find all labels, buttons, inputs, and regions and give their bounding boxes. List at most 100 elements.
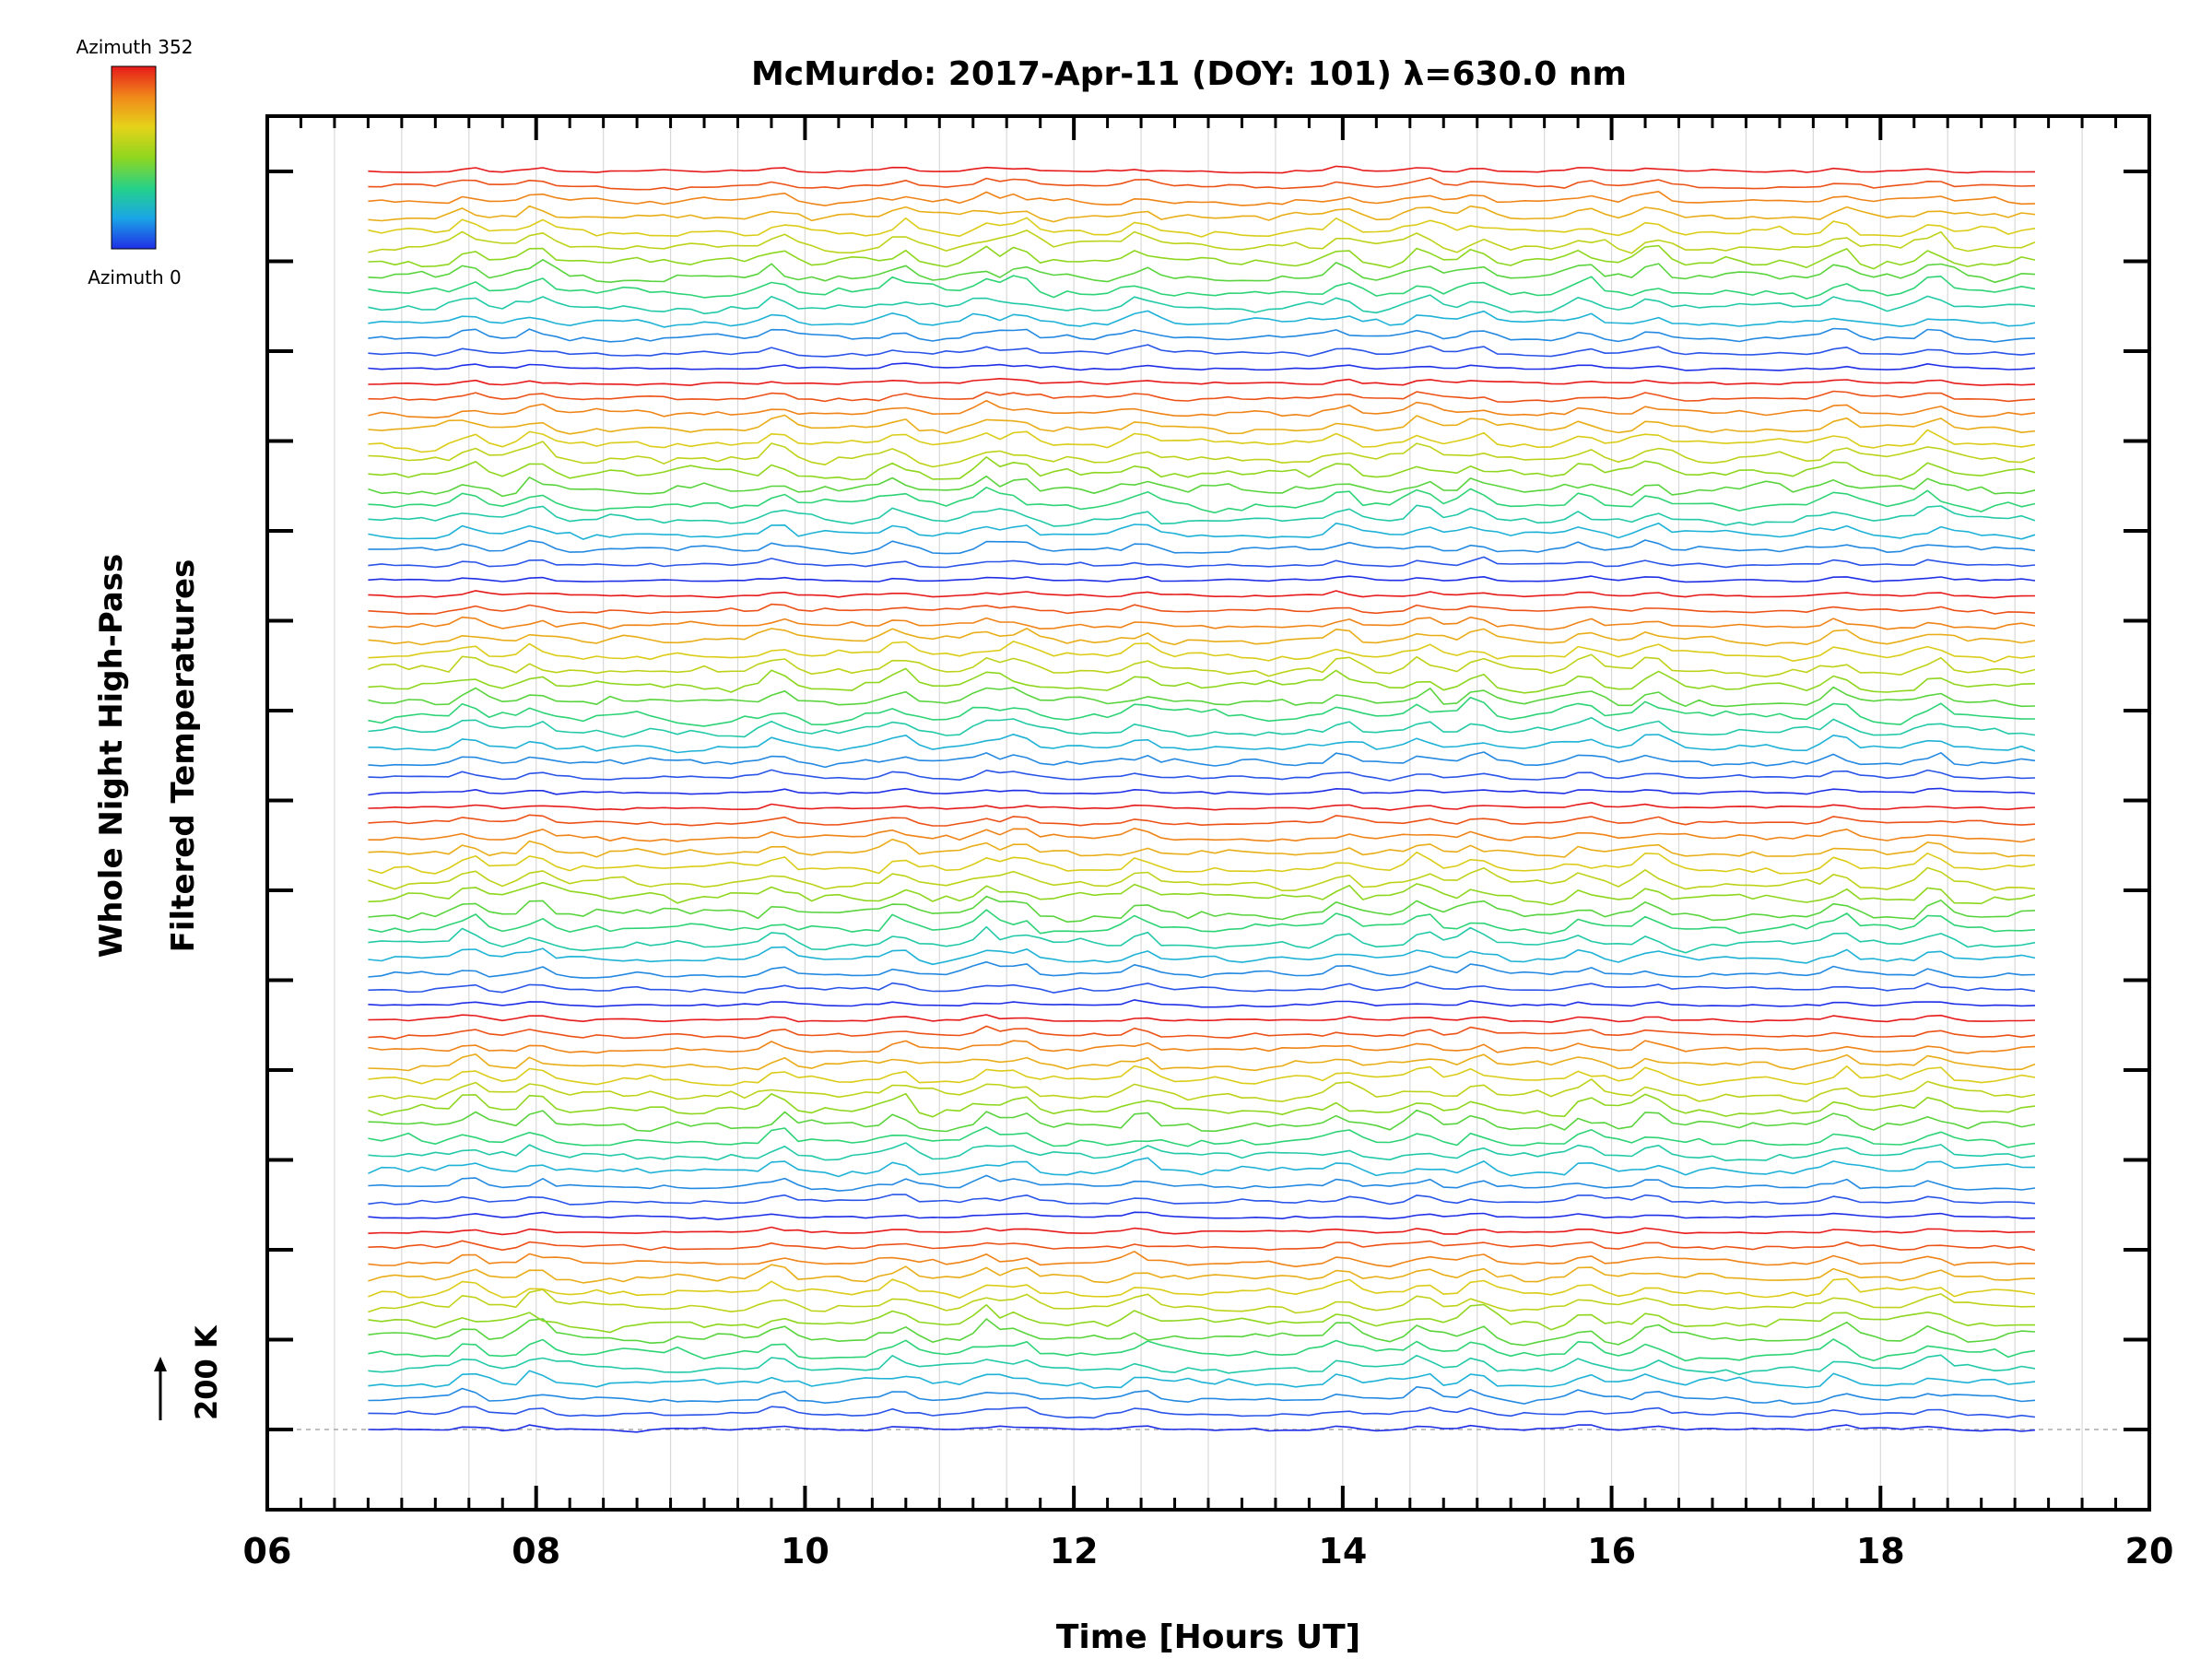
chart-title: McMurdo: 2017-Apr-11 (DOY: 101) λ=630.0 … bbox=[751, 55, 1627, 93]
series-line bbox=[368, 982, 2036, 994]
series-line bbox=[368, 1109, 2036, 1133]
series-line bbox=[368, 590, 2036, 599]
series-line bbox=[368, 1025, 2036, 1040]
colorbar bbox=[111, 65, 157, 250]
series-line bbox=[368, 696, 2036, 727]
scale-indicator: 200 K bbox=[154, 1324, 224, 1420]
x-tick-label: 06 bbox=[243, 1531, 292, 1571]
y-ticks bbox=[267, 170, 2149, 1431]
series-line bbox=[368, 327, 2036, 343]
series-line bbox=[368, 895, 2036, 924]
series-line bbox=[368, 787, 2036, 796]
series-line bbox=[368, 362, 2036, 371]
series-line bbox=[368, 217, 2036, 238]
x-tick-label: 08 bbox=[512, 1531, 560, 1571]
series-line bbox=[368, 165, 2036, 174]
series-line bbox=[368, 1174, 2036, 1192]
series-line bbox=[368, 1240, 2036, 1252]
series-line bbox=[368, 177, 2036, 191]
series-line bbox=[368, 925, 2036, 954]
series-line bbox=[368, 667, 2036, 694]
x-ticks bbox=[265, 116, 2151, 1510]
colorbar-top-label: Azimuth 352 bbox=[76, 36, 194, 58]
series-line bbox=[368, 486, 2036, 514]
series-line bbox=[368, 229, 2036, 254]
series-line bbox=[368, 866, 2036, 892]
series-line bbox=[368, 769, 2036, 782]
series-line bbox=[368, 377, 2036, 386]
series-line bbox=[368, 716, 2036, 738]
x-tick-label: 14 bbox=[1318, 1531, 1367, 1571]
x-axis-label: Time [Hours UT] bbox=[1056, 1618, 1360, 1656]
series-line bbox=[368, 191, 2036, 206]
series-line bbox=[368, 1142, 2036, 1161]
series-line bbox=[368, 522, 2036, 540]
series-line bbox=[368, 429, 2036, 453]
series-line bbox=[368, 275, 2036, 300]
series-line bbox=[368, 946, 2036, 966]
series-line bbox=[368, 733, 2036, 754]
series-line bbox=[368, 1226, 2036, 1236]
series-line bbox=[368, 205, 2036, 223]
series-line bbox=[368, 1424, 2036, 1433]
series-line bbox=[368, 1040, 2036, 1054]
series-group bbox=[368, 165, 2036, 1433]
scale-label: 200 K bbox=[189, 1324, 224, 1420]
y-axis-label-line2: Filtered Temperatures bbox=[165, 559, 202, 953]
y-axis-label-line1: Whole Night High-Pass bbox=[93, 554, 130, 959]
series-line bbox=[368, 1406, 2036, 1419]
series-line bbox=[368, 851, 2036, 875]
x-tick-labels: 06 08 10 12 14 16 18 20 bbox=[243, 1531, 2174, 1571]
series-line bbox=[368, 441, 2036, 468]
series-line bbox=[368, 244, 2036, 270]
series-line bbox=[368, 399, 2036, 419]
series-line bbox=[368, 504, 2036, 527]
x-tick-label: 18 bbox=[1856, 1531, 1905, 1571]
x-tick-label: 20 bbox=[2125, 1531, 2174, 1571]
x-tick-label: 16 bbox=[1587, 1531, 1636, 1571]
series-line bbox=[368, 909, 2036, 935]
series-line bbox=[368, 686, 2036, 708]
x-tick-label: 12 bbox=[1050, 1531, 1099, 1571]
series-line bbox=[368, 1288, 2036, 1314]
scale-arrow-head bbox=[154, 1357, 167, 1371]
series-line bbox=[368, 628, 2036, 647]
series-line bbox=[368, 801, 2036, 811]
series-line bbox=[368, 344, 2036, 358]
series-line bbox=[368, 1303, 2036, 1334]
series-line bbox=[368, 616, 2036, 630]
series-line bbox=[368, 294, 2036, 315]
series-line bbox=[368, 556, 2036, 569]
series-line bbox=[368, 539, 2036, 555]
series-line bbox=[368, 1277, 2036, 1299]
x-tick-label: 10 bbox=[781, 1531, 830, 1571]
series-line bbox=[368, 1370, 2036, 1389]
series-line bbox=[368, 1126, 2036, 1148]
series-line bbox=[368, 960, 2036, 979]
series-line bbox=[368, 1251, 2036, 1268]
series-line bbox=[368, 390, 2036, 404]
series-line bbox=[368, 258, 2036, 284]
series-line bbox=[368, 641, 2036, 663]
series-line bbox=[368, 456, 2036, 481]
series-line bbox=[368, 1338, 2036, 1362]
series-line bbox=[368, 881, 2036, 906]
series-line bbox=[368, 1078, 2036, 1102]
series-line bbox=[368, 310, 2036, 328]
series-line bbox=[368, 1211, 2036, 1220]
series-line bbox=[368, 814, 2036, 827]
series-line bbox=[368, 1053, 2036, 1072]
series-line bbox=[368, 838, 2036, 858]
series-line bbox=[368, 1194, 2036, 1206]
series-line bbox=[368, 1092, 2036, 1118]
series-line bbox=[368, 751, 2036, 769]
series-line bbox=[368, 1065, 2036, 1087]
series-line bbox=[368, 827, 2036, 843]
series-line bbox=[368, 1318, 2036, 1347]
series-line bbox=[368, 999, 2036, 1008]
series-line bbox=[368, 475, 2036, 498]
series-line bbox=[368, 575, 2036, 583]
series-line bbox=[368, 1264, 2036, 1284]
series-line bbox=[368, 603, 2036, 615]
series-line bbox=[368, 414, 2036, 435]
